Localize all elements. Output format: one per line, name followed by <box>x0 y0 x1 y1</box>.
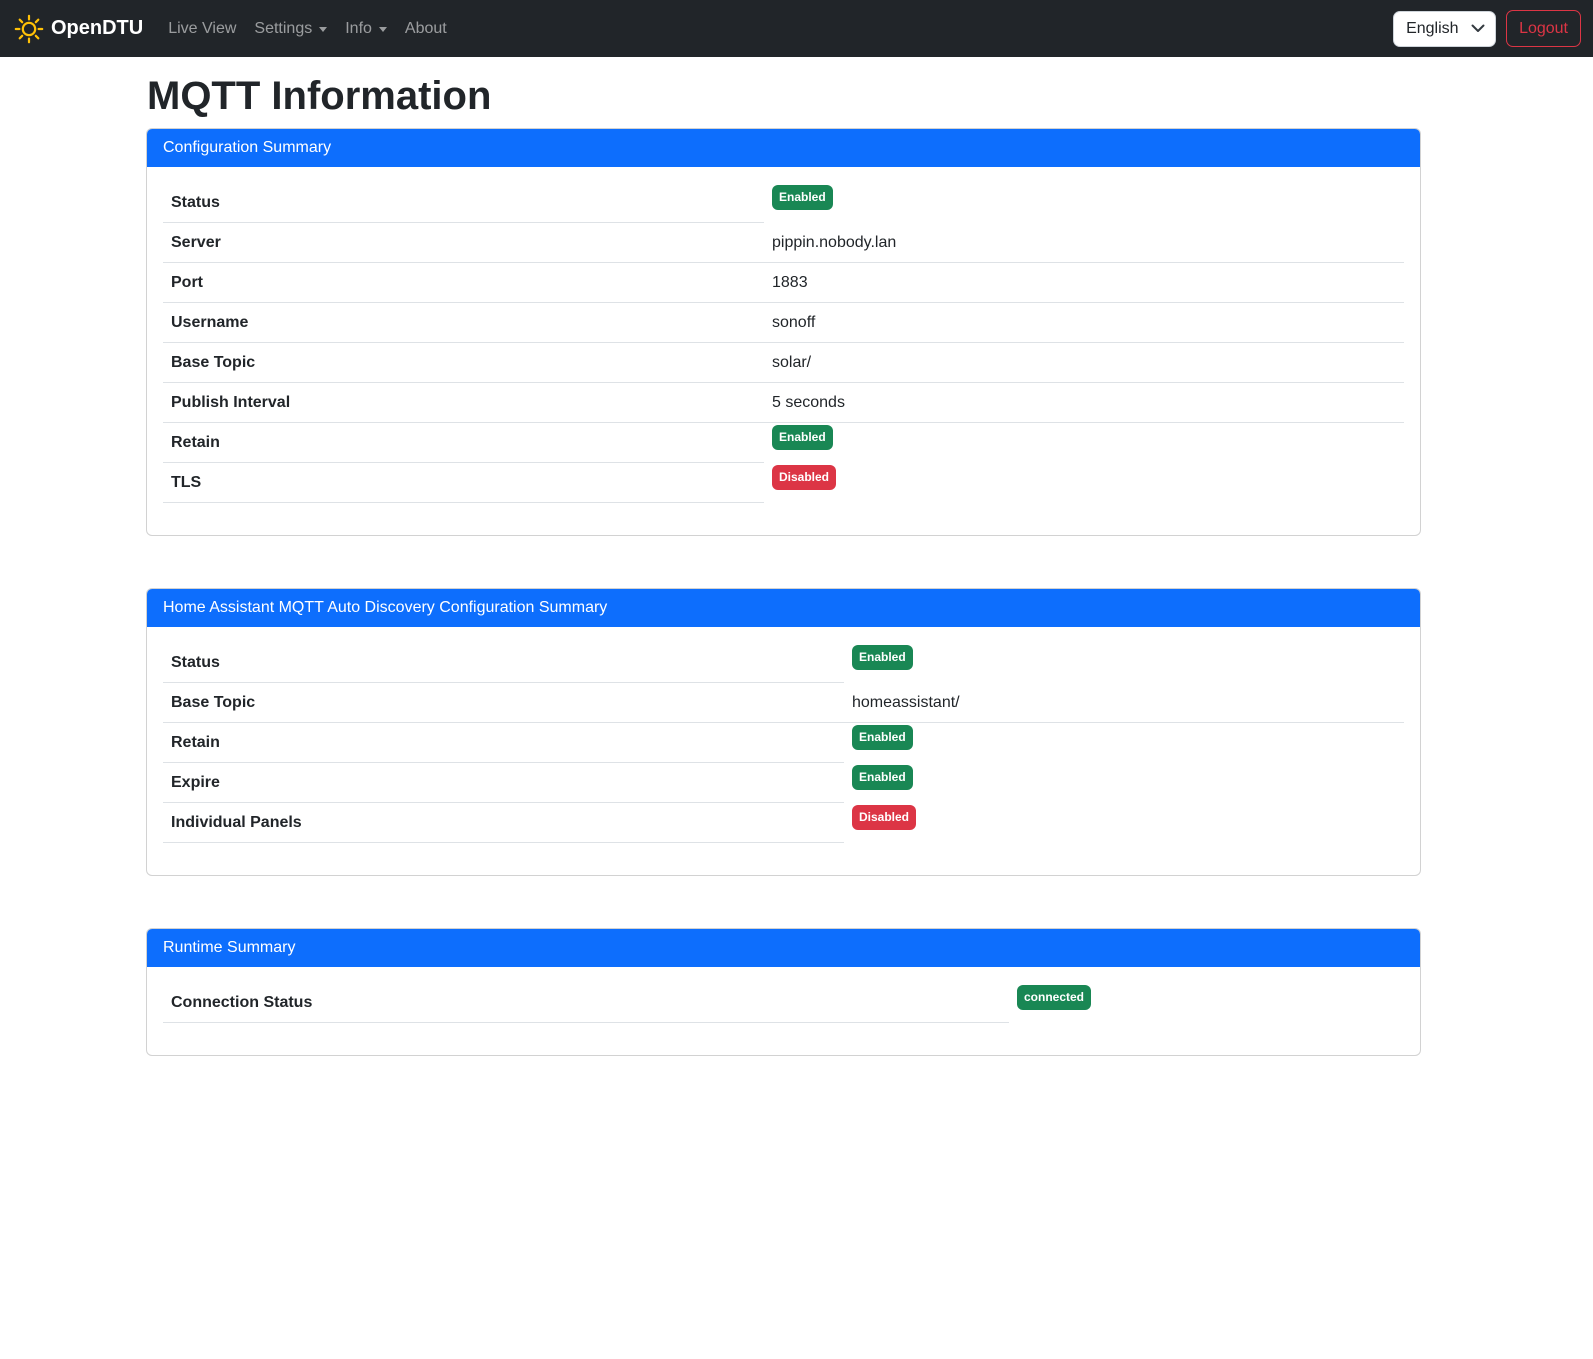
status-badge: Disabled <box>772 465 837 490</box>
table-row: Server pippin.nobody.lan <box>163 223 1404 263</box>
navbar: OpenDTU Live View Settings Info About En… <box>0 0 1593 57</box>
row-label: Status <box>163 183 764 223</box>
nav-menu: Live View Settings Info About <box>159 12 456 46</box>
row-label: Base Topic <box>163 683 844 723</box>
brand[interactable]: OpenDTU <box>14 14 143 44</box>
table-row: Port 1883 <box>163 263 1404 303</box>
row-value-cell: solar/ <box>764 343 1404 383</box>
row-label: Base Topic <box>163 343 764 383</box>
card-body: Status Enabled Base Topic homeassistant/… <box>147 627 1420 875</box>
row-value: solar/ <box>772 354 812 371</box>
row-label: Publish Interval <box>163 383 764 423</box>
row-value-cell: Enabled <box>764 423 1404 463</box>
row-value-cell: pippin.nobody.lan <box>764 223 1404 263</box>
row-value-cell: Enabled <box>844 643 1404 683</box>
table-row: Expire Enabled <box>163 763 1404 803</box>
row-label: Retain <box>163 423 764 463</box>
row-value: sonoff <box>772 314 816 331</box>
page-title: MQTT Information <box>147 74 492 118</box>
row-value-cell: 1883 <box>764 263 1404 303</box>
nav-item-label: About <box>404 19 447 37</box>
row-value: homeassistant/ <box>852 694 960 711</box>
nav-item-label: Settings <box>254 19 313 37</box>
card-table: Status Enabled Base Topic homeassistant/… <box>163 643 1404 843</box>
card-table: Connection Status connected <box>163 983 1404 1023</box>
table-row: Status Enabled <box>163 183 1404 223</box>
card-body: Connection Status connected <box>147 967 1420 1055</box>
card-header: Home Assistant MQTT Auto Discovery Confi… <box>147 589 1420 627</box>
nav-item-info[interactable]: Info <box>336 12 396 46</box>
status-badge: Enabled <box>772 185 833 210</box>
card-header: Configuration Summary <box>147 129 1420 167</box>
row-label: Expire <box>163 763 844 803</box>
table-row: Base Topic solar/ <box>163 343 1404 383</box>
table-row: Publish Interval 5 seconds <box>163 383 1404 423</box>
card: Runtime Summary Connection Status connec… <box>146 928 1421 1056</box>
sun-icon <box>14 14 44 44</box>
nav-item-label: Live View <box>168 19 237 37</box>
nav-item-label: Info <box>345 19 372 37</box>
row-label: TLS <box>163 463 764 503</box>
row-value-cell: 5 seconds <box>764 383 1404 423</box>
row-value: 1883 <box>772 274 808 291</box>
language-select-wrap: English <box>1393 10 1497 47</box>
card-header: Runtime Summary <box>147 929 1420 967</box>
row-label: Retain <box>163 723 844 763</box>
table-row: Individual Panels Disabled <box>163 803 1404 843</box>
row-value-cell: Enabled <box>844 723 1404 763</box>
cards: Configuration Summary Status Enabled Ser… <box>146 128 1421 1056</box>
row-value-cell: sonoff <box>764 303 1404 343</box>
row-value-cell: homeassistant/ <box>844 683 1404 723</box>
table-row: Retain Enabled <box>163 423 1404 463</box>
row-label: Server <box>163 223 764 263</box>
table-row: TLS Disabled <box>163 463 1404 503</box>
status-badge: connected <box>1017 985 1092 1010</box>
brand-label: OpenDTU <box>51 17 144 39</box>
status-badge: Disabled <box>852 805 917 830</box>
row-label: Individual Panels <box>163 803 844 843</box>
nav-item-settings[interactable]: Settings <box>245 12 336 46</box>
status-badge: Enabled <box>772 425 833 450</box>
row-value: 5 seconds <box>772 394 845 411</box>
row-label: Port <box>163 263 764 303</box>
card: Home Assistant MQTT Auto Discovery Confi… <box>146 588 1421 876</box>
table-row: Status Enabled <box>163 643 1404 683</box>
row-label: Username <box>163 303 764 343</box>
table-row: Base Topic homeassistant/ <box>163 683 1404 723</box>
row-value-cell: connected <box>1009 983 1404 1023</box>
row-value-cell: Disabled <box>844 803 1404 843</box>
navbar-right: English Logout <box>1393 10 1581 47</box>
row-value: pippin.nobody.lan <box>772 234 897 251</box>
nav-item-live-view[interactable]: Live View <box>159 12 245 46</box>
status-badge: Enabled <box>852 725 913 750</box>
status-badge: Enabled <box>852 645 913 670</box>
caret-down-icon <box>378 27 387 32</box>
table-row: Retain Enabled <box>163 723 1404 763</box>
row-label: Connection Status <box>163 983 1009 1023</box>
card-body: Status Enabled Server pippin.nobody.lan … <box>147 167 1420 535</box>
row-value-cell: Disabled <box>764 463 1404 503</box>
language-select[interactable]: English <box>1393 10 1497 47</box>
table-row: Connection Status connected <box>163 983 1404 1023</box>
main-content: MQTT Information Configuration Summary S… <box>146 57 1421 1056</box>
status-badge: Enabled <box>852 765 913 790</box>
row-value-cell: Enabled <box>764 183 1404 223</box>
logout-button[interactable]: Logout <box>1506 10 1581 47</box>
caret-down-icon <box>319 27 328 32</box>
nav-item-about[interactable]: About <box>396 12 456 46</box>
card-table: Status Enabled Server pippin.nobody.lan … <box>163 183 1404 503</box>
row-value-cell: Enabled <box>844 763 1404 803</box>
card: Configuration Summary Status Enabled Ser… <box>146 128 1421 536</box>
table-row: Username sonoff <box>163 303 1404 343</box>
row-label: Status <box>163 643 844 683</box>
